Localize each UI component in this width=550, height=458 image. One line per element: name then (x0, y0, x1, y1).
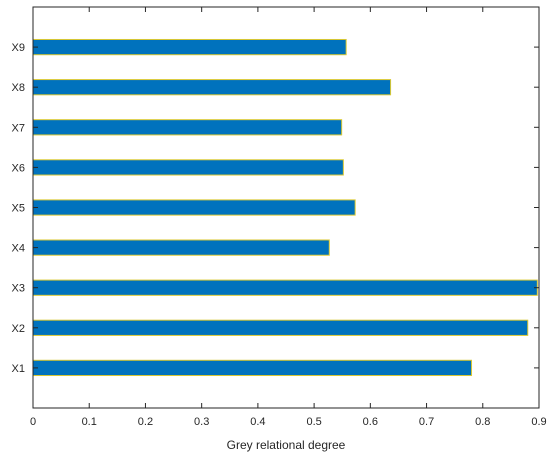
x-tick-label-4: 0.4 (250, 416, 265, 428)
bar-x2 (32, 319, 529, 336)
x-tick-label-7: 0.7 (419, 416, 434, 428)
y-tick-label-x9: X9 (12, 42, 25, 54)
y-tick-label-x2: X2 (12, 323, 25, 335)
y-tick-label-x5: X5 (12, 203, 25, 215)
x-axis-title: Grey relational degree (227, 438, 346, 452)
x-tick-label-3: 0.3 (194, 416, 209, 428)
bar-x4 (32, 239, 330, 256)
bar-x9 (32, 38, 347, 56)
x-tick-label-8: 0.8 (475, 416, 490, 428)
bars-group (32, 38, 538, 377)
x-tick-label-2: 0.2 (138, 416, 153, 428)
x-tick-label-1: 0.1 (82, 416, 97, 428)
x-tick-label-5: 0.5 (306, 416, 321, 428)
bar-x1 (32, 359, 473, 377)
x-tick-label-6: 0.6 (363, 416, 378, 428)
bar-x5 (32, 199, 356, 216)
bar-x6 (32, 159, 344, 176)
y-tick-label-x6: X6 (12, 162, 25, 174)
x-tick-label-9: 0.9 (531, 416, 546, 428)
bar-x7 (32, 119, 343, 136)
ticks-group: X1 X2 X3 X4 X5 X6 X7 X8 X9 0 0.1 0.2 0.3 0.4 0.5 0.6 0.7… (12, 7, 547, 428)
x-tick-label-0: 0 (30, 416, 36, 428)
y-tick-label-x1: X1 (12, 363, 25, 375)
y-tick-label-x4: X4 (12, 243, 25, 255)
y-tick-label-x7: X7 (12, 122, 25, 134)
bar-x3 (32, 279, 538, 296)
y-tick-label-x8: X8 (12, 82, 25, 94)
bar-x8 (32, 79, 392, 96)
y-tick-label-x3: X3 (12, 283, 25, 295)
